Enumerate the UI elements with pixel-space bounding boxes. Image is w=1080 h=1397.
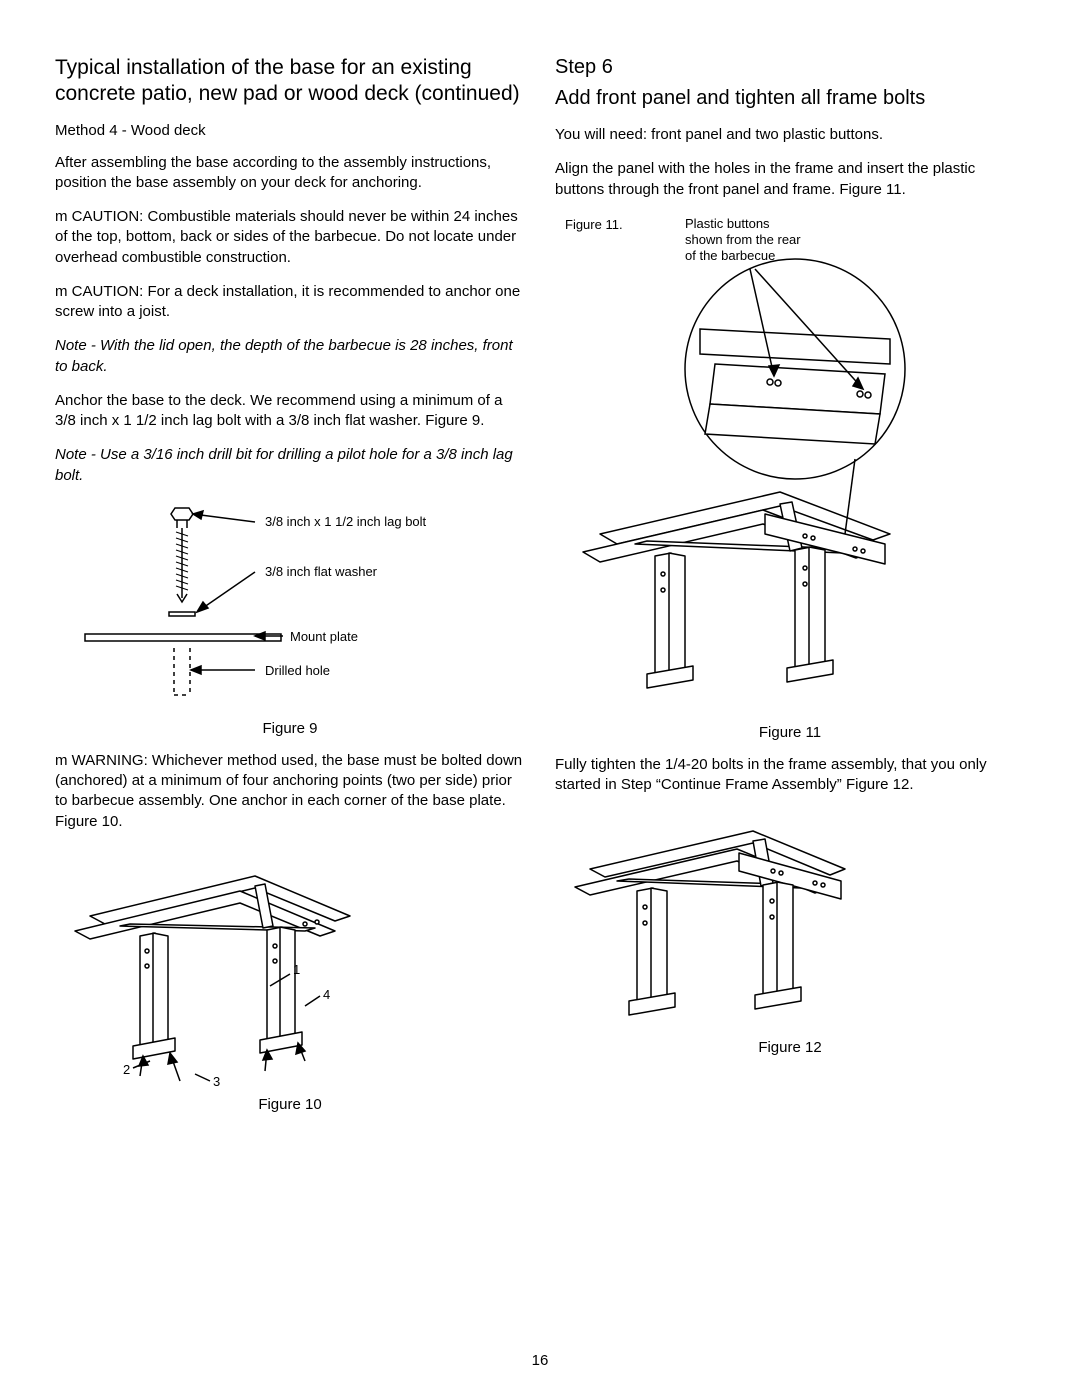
figure-11: Figure 11. Plastic buttons shown from th… (555, 214, 1025, 718)
left-p1: After assembling the base according to t… (55, 153, 525, 194)
fig9-caption: Figure 9 (55, 720, 525, 737)
left-note1: Note - With the lid open, the depth of t… (55, 336, 525, 377)
figure-10: 1 4 2 3 (55, 846, 525, 1090)
fig11-callout-l3: of the barbecue (685, 248, 775, 263)
fig10-n1: 1 (293, 962, 300, 977)
page-number: 16 (0, 1352, 1080, 1369)
fig9-label-washer: 3/8 inch flat washer (265, 564, 378, 579)
svg-text:Plastic buttons show: Plastic buttons shown from the rear of t… (685, 216, 804, 263)
step-title: Add front panel and tighten all frame bo… (555, 86, 1025, 111)
left-caution1: m CAUTION: Combustible materials should … (55, 207, 525, 268)
right-p3: Fully tighten the 1/4-20 bolts in the fr… (555, 755, 1025, 796)
fig10-n4: 4 (323, 987, 330, 1002)
figure-9: 3/8 inch x 1 1/2 inch lag bolt 3/8 inch … (55, 500, 525, 714)
fig12-caption: Figure 12 (555, 1039, 1025, 1056)
fig11-figlabel: Figure 11. (565, 217, 623, 232)
fig10-n3: 3 (213, 1074, 220, 1086)
fig11-caption: Figure 11 (555, 724, 1025, 741)
fig9-label-hole: Drilled hole (265, 663, 330, 678)
figure-12 (555, 809, 1025, 1033)
fig10-n2: 2 (123, 1062, 130, 1077)
fig9-label-lag: 3/8 inch x 1 1/2 inch lag bolt (265, 514, 427, 529)
step-label: Step 6 (555, 55, 1025, 80)
fig10-caption: Figure 10 (55, 1096, 525, 1113)
method-label: Method 4 - Wood deck (55, 122, 525, 139)
right-p2: Align the panel with the holes in the fr… (555, 159, 1025, 200)
fig11-callout-l2: shown from the rear (685, 232, 801, 247)
left-note2: Note - Use a 3/16 inch drill bit for dri… (55, 445, 525, 486)
fig11-callout-l1: Plastic buttons (685, 216, 770, 231)
left-caution2: m CAUTION: For a deck installation, it i… (55, 282, 525, 323)
right-p1: You will need: front panel and two plast… (555, 125, 1025, 145)
left-title: Typical installation of the base for an … (55, 55, 525, 108)
left-p2: Anchor the base to the deck. We recommen… (55, 391, 525, 432)
fig9-label-mount: Mount plate (290, 629, 358, 644)
left-warning: m WARNING: Whichever method used, the ba… (55, 751, 525, 832)
